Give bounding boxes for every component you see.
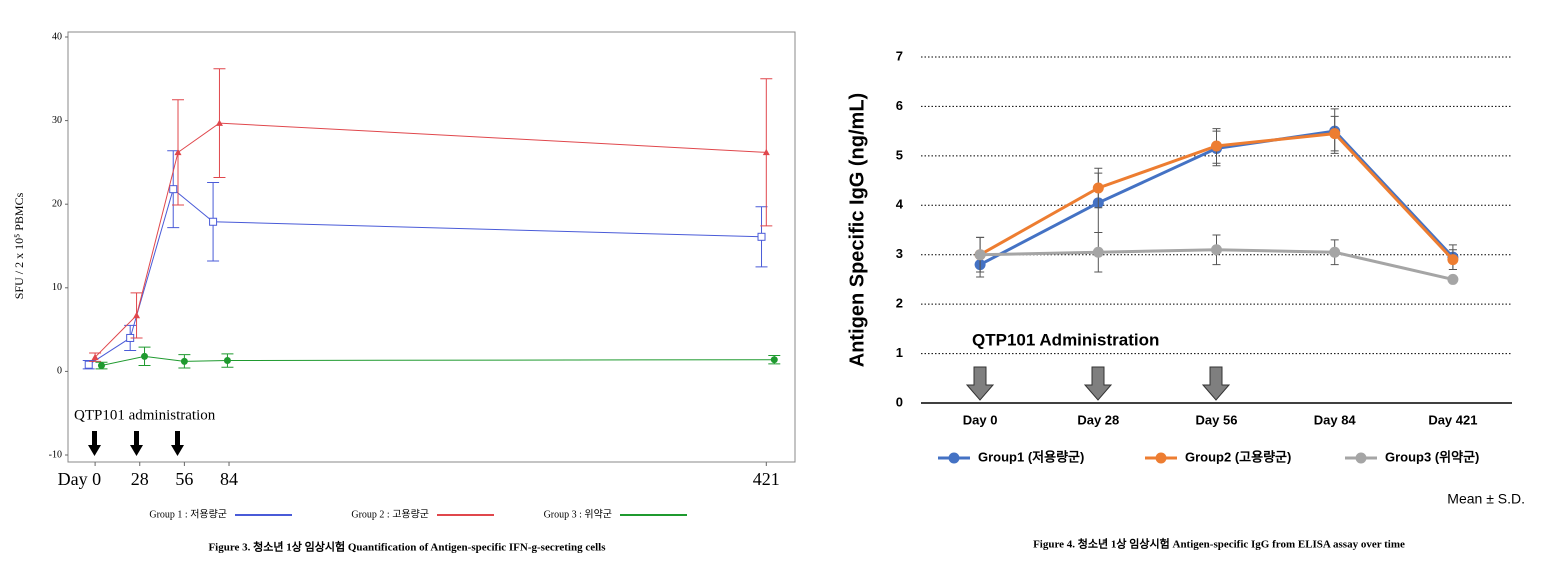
x-tick-label: 421 — [753, 469, 780, 489]
annotation: QTP101 administration — [74, 407, 216, 423]
y-tick-label: 7 — [896, 48, 903, 63]
legend-label: Group 2 : 고용량군 — [351, 508, 429, 520]
marker — [209, 217, 218, 226]
plot-frame — [67, 31, 796, 463]
legend-label: Group3 (위약군) — [1385, 449, 1479, 464]
y-axis-label: Antigen Specific IgG (ng/mL) — [846, 93, 868, 367]
arrow — [88, 431, 101, 456]
y-tick-label: 30 — [52, 115, 62, 126]
y-tick-label: 5 — [896, 147, 903, 162]
marker — [141, 352, 149, 360]
arrow — [1083, 366, 1113, 401]
figure-4: Antigen Specific IgG (ng/mL) QTP101 Admi… — [846, 48, 1525, 550]
x-tick-label: Day 421 — [1428, 412, 1477, 427]
series — [95, 346, 781, 370]
marker — [91, 353, 99, 360]
marker — [97, 362, 105, 370]
x-tick-label: Day 56 — [1196, 412, 1238, 427]
y-tick-label: 20 — [52, 198, 62, 209]
arrow — [1201, 366, 1231, 401]
arrows — [88, 431, 184, 456]
marker — [1092, 182, 1104, 194]
marker — [1447, 254, 1459, 266]
x-tick-label: Day 84 — [1314, 412, 1357, 427]
caption: Figure 3. 청소년 1상 임상시험 Quantification of … — [208, 540, 606, 554]
series — [974, 231, 1459, 285]
marker — [757, 232, 766, 241]
legend-marker — [1355, 452, 1367, 464]
line — [94, 122, 767, 358]
arrows — [965, 366, 1231, 401]
y-tick-label: 1 — [896, 345, 903, 360]
x-tick-label: 28 — [131, 469, 149, 489]
legend-label: Group2 (고용량군) — [1185, 449, 1291, 464]
y-axis-label: SFU / 2 x 10⁵ PBMCs — [12, 192, 26, 299]
y-tick-label: 10 — [52, 282, 62, 293]
y-tick-label: 4 — [896, 197, 904, 212]
series — [82, 150, 768, 370]
y-tick-label: 6 — [896, 98, 903, 113]
marker — [1211, 244, 1222, 256]
marker — [1211, 140, 1222, 152]
note: Mean ± S.D. — [1447, 491, 1525, 507]
y-tick-label: 40 — [52, 31, 62, 42]
marker — [1447, 273, 1459, 285]
arrow — [130, 431, 143, 456]
marker — [223, 357, 231, 365]
x-tick-label: 56 — [175, 469, 193, 489]
marker — [174, 148, 182, 156]
marker — [1329, 246, 1341, 258]
x-tick-label: Day 0 — [58, 469, 102, 489]
x-tick-label: Day 0 — [963, 412, 998, 427]
marker — [133, 311, 141, 319]
legend-label: Group 1 : 저용량군 — [149, 508, 227, 520]
marker — [1092, 246, 1104, 258]
y-tick-label: 2 — [896, 296, 903, 311]
legend-marker — [1155, 452, 1167, 464]
y-tick-label: 0 — [57, 366, 62, 377]
arrow — [965, 366, 995, 401]
caption: Figure 4. 청소년 1상 임상시험 Antigen-specific I… — [1033, 537, 1405, 551]
marker — [169, 185, 178, 194]
y-tick-label: 0 — [896, 394, 903, 409]
marker — [215, 119, 223, 126]
legend-label: Group1 (저용량군) — [978, 449, 1084, 464]
marker — [1329, 128, 1341, 140]
x-tick-label: Day 28 — [1077, 412, 1119, 427]
marker — [770, 356, 778, 364]
marker — [762, 148, 770, 156]
arrow — [171, 431, 184, 456]
marker — [180, 357, 188, 365]
x-tick-label: 84 — [220, 469, 238, 489]
marker — [84, 360, 93, 369]
legend-label: Group 3 : 위약군 — [544, 507, 612, 520]
figure-3: SFU / 2 x 10⁵ PBMCs QTP101 administratio… — [12, 31, 796, 554]
line — [88, 188, 762, 366]
series — [89, 68, 773, 362]
marker — [974, 249, 986, 261]
annotation: QTP101 Administration — [972, 330, 1159, 349]
y-tick-label: -10 — [49, 449, 62, 460]
legend-marker — [948, 452, 960, 464]
y-tick-label: 3 — [896, 246, 903, 261]
line — [101, 355, 775, 367]
